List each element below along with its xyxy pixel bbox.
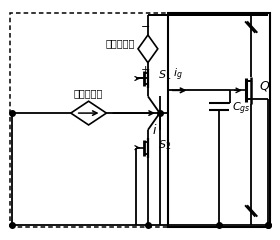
Text: 受控电压源: 受控电压源: [106, 38, 135, 48]
Text: +: +: [141, 65, 151, 75]
Bar: [10, 13, 168, 227]
Bar: [168, 13, 270, 227]
Text: $i$: $i$: [152, 123, 158, 137]
Text: $i_g$: $i_g$: [173, 67, 182, 84]
Text: $S_2$: $S_2$: [158, 138, 171, 152]
Text: −: −: [141, 22, 151, 32]
Text: $S_1$: $S_1$: [158, 69, 171, 82]
Text: $Q$: $Q$: [259, 79, 270, 93]
Text: 受控电流源: 受控电流源: [74, 88, 103, 98]
Text: $C_{gs}$: $C_{gs}$: [232, 100, 251, 117]
